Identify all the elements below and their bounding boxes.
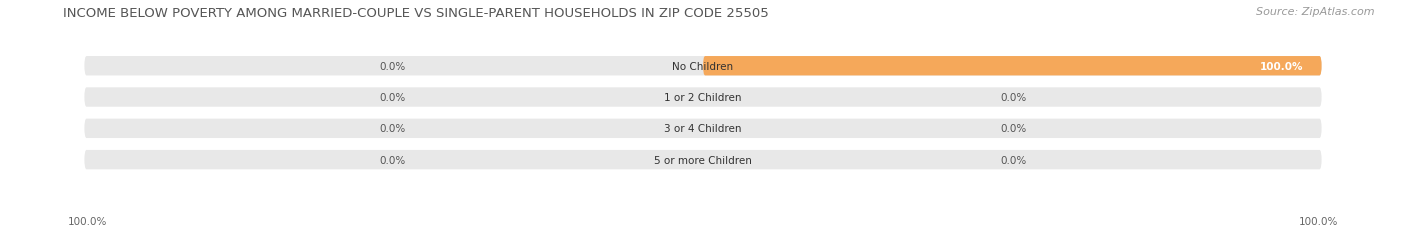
Legend: Married Couples, Single Parents: Married Couples, Single Parents [589,228,817,231]
Text: 3 or 4 Children: 3 or 4 Children [664,124,742,134]
FancyBboxPatch shape [84,150,1322,170]
FancyBboxPatch shape [84,119,1322,138]
Text: No Children: No Children [672,61,734,71]
Text: 5 or more Children: 5 or more Children [654,155,752,165]
Text: 1 or 2 Children: 1 or 2 Children [664,93,742,103]
Text: 0.0%: 0.0% [1000,93,1026,103]
FancyBboxPatch shape [703,57,1322,76]
Text: 100.0%: 100.0% [1299,216,1339,226]
Text: 100.0%: 100.0% [1260,61,1303,71]
Text: 0.0%: 0.0% [380,155,406,165]
Text: 0.0%: 0.0% [380,61,406,71]
FancyBboxPatch shape [84,57,1322,76]
Text: 0.0%: 0.0% [380,124,406,134]
Text: 100.0%: 100.0% [67,216,107,226]
FancyBboxPatch shape [84,88,1322,107]
Text: 0.0%: 0.0% [380,93,406,103]
Text: INCOME BELOW POVERTY AMONG MARRIED-COUPLE VS SINGLE-PARENT HOUSEHOLDS IN ZIP COD: INCOME BELOW POVERTY AMONG MARRIED-COUPL… [63,7,769,20]
Text: 0.0%: 0.0% [1000,155,1026,165]
Text: Source: ZipAtlas.com: Source: ZipAtlas.com [1257,7,1375,17]
Text: 0.0%: 0.0% [1000,124,1026,134]
